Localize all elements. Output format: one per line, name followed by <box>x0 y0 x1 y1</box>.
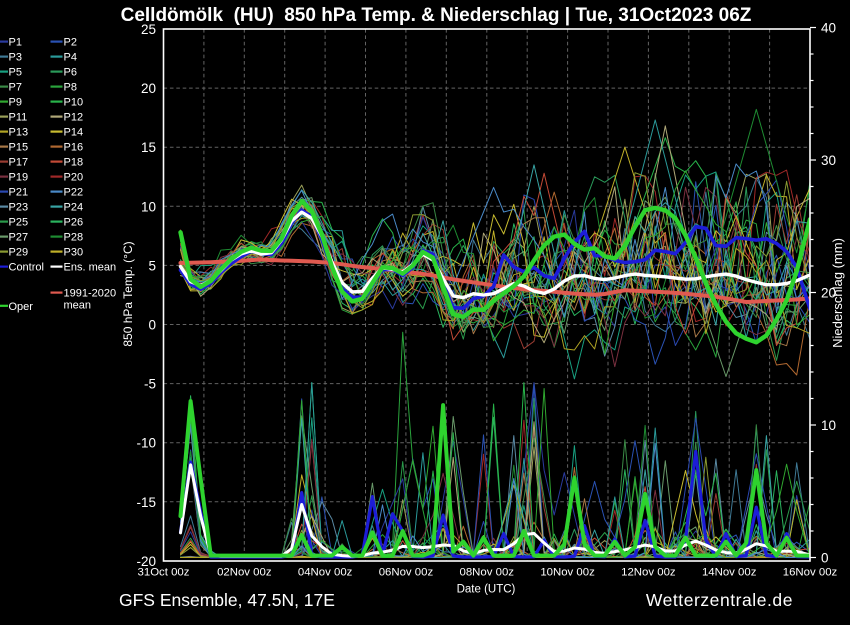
svg-text:P17: P17 <box>9 157 29 169</box>
svg-text:5: 5 <box>148 258 156 273</box>
svg-text:Control: Control <box>9 262 44 274</box>
svg-text:P25: P25 <box>9 217 29 229</box>
svg-text:12Nov 00z: 12Nov 00z <box>621 567 676 579</box>
svg-text:25: 25 <box>141 22 156 37</box>
svg-text:Niederschlag (mm): Niederschlag (mm) <box>830 238 845 348</box>
svg-text:P30: P30 <box>64 247 84 259</box>
svg-text:08Nov 00z: 08Nov 00z <box>460 567 515 579</box>
svg-text:P19: P19 <box>9 172 29 184</box>
svg-text:P3: P3 <box>9 52 22 64</box>
svg-text:P23: P23 <box>9 202 29 214</box>
svg-text:P4: P4 <box>64 52 77 64</box>
svg-text:P6: P6 <box>64 67 77 79</box>
svg-text:-15: -15 <box>136 495 156 510</box>
svg-text:10Nov 00z: 10Nov 00z <box>540 567 595 579</box>
svg-text:-5: -5 <box>144 377 156 392</box>
svg-text:14Nov 00z: 14Nov 00z <box>702 567 757 579</box>
svg-text:P20: P20 <box>64 172 84 184</box>
svg-text:P7: P7 <box>9 82 22 94</box>
svg-text:P14: P14 <box>64 127 84 139</box>
svg-text:mean: mean <box>64 300 92 312</box>
svg-text:P2: P2 <box>64 37 77 49</box>
svg-text:1991-2020: 1991-2020 <box>64 288 117 300</box>
svg-text:P28: P28 <box>64 232 84 244</box>
svg-text:Celldömölk (HU) 850 hPa Temp: Celldömölk (HU) 850 hPa Temp. & Niedersc… <box>121 5 752 26</box>
svg-text:0: 0 <box>148 318 156 333</box>
svg-text:P10: P10 <box>64 97 84 109</box>
svg-text:P9: P9 <box>9 97 22 109</box>
svg-text:P24: P24 <box>64 202 84 214</box>
svg-text:10: 10 <box>821 418 836 433</box>
svg-text:04Nov 00z: 04Nov 00z <box>298 567 353 579</box>
svg-text:Oper: Oper <box>9 301 34 313</box>
svg-text:P1: P1 <box>9 37 22 49</box>
svg-text:P27: P27 <box>9 232 29 244</box>
svg-text:30: 30 <box>821 153 836 168</box>
svg-text:31Oct 00z: 31Oct 00z <box>138 567 190 579</box>
svg-text:40: 40 <box>821 21 836 36</box>
svg-text:P21: P21 <box>9 187 29 199</box>
svg-text:15: 15 <box>141 140 156 155</box>
svg-text:P29: P29 <box>9 247 29 259</box>
svg-text:0: 0 <box>821 551 829 566</box>
svg-text:-10: -10 <box>136 436 156 451</box>
svg-text:P12: P12 <box>64 112 84 124</box>
svg-text:20: 20 <box>141 81 156 96</box>
svg-text:P18: P18 <box>64 157 84 169</box>
svg-text:-20: -20 <box>136 554 156 569</box>
svg-text:Ens. mean: Ens. mean <box>64 262 117 274</box>
svg-text:P11: P11 <box>9 112 28 124</box>
svg-text:20: 20 <box>821 286 836 301</box>
svg-text:P13: P13 <box>9 127 29 139</box>
svg-text:P8: P8 <box>64 82 77 94</box>
svg-text:02Nov 00z: 02Nov 00z <box>217 567 272 579</box>
svg-text:P16: P16 <box>64 142 84 154</box>
svg-text:GFS Ensemble, 47.5N, 17E: GFS Ensemble, 47.5N, 17E <box>119 590 335 610</box>
svg-text:P5: P5 <box>9 67 22 79</box>
svg-text:06Nov 00z: 06Nov 00z <box>379 567 434 579</box>
svg-text:10: 10 <box>141 199 156 214</box>
svg-text:P22: P22 <box>64 187 84 199</box>
svg-text:850 hPa Temp. (°C): 850 hPa Temp. (°C) <box>121 241 135 346</box>
svg-text:P26: P26 <box>64 217 84 229</box>
svg-text:P15: P15 <box>9 142 29 154</box>
svg-text:Wetterzentrale.de: Wetterzentrale.de <box>646 590 793 610</box>
svg-text:Date (UTC): Date (UTC) <box>457 584 516 596</box>
svg-text:16Nov 00z: 16Nov 00z <box>783 567 838 579</box>
